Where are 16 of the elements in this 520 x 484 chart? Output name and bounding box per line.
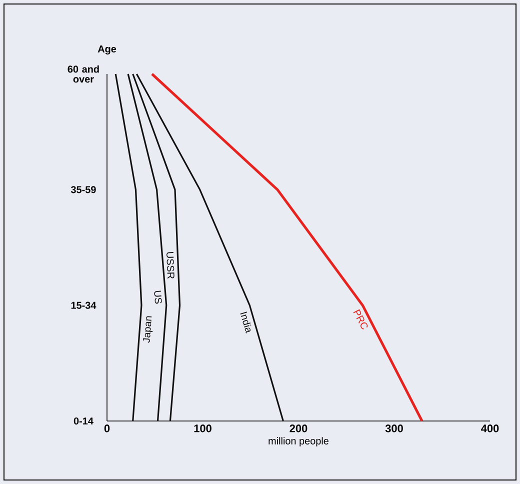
x-tick-label: 100 — [194, 424, 212, 432]
x-tick-label: 400 — [481, 424, 499, 432]
text: PRC — [353, 309, 368, 330]
y-tick-label: 60 and over — [68, 65, 99, 83]
y-tick-label: 35-59 — [70, 186, 96, 194]
x-axis-title: million people — [268, 437, 328, 446]
text: Japan — [142, 316, 153, 343]
y-axis-title: Age — [98, 46, 116, 54]
y-tick-label: 15-34 — [71, 302, 96, 309]
x-tick-label: 0 — [104, 424, 110, 432]
x-tick-label: 200 — [290, 424, 308, 432]
text: US — [154, 290, 162, 304]
text: India — [240, 312, 252, 334]
x-tick-label: 300 — [385, 424, 403, 432]
y-tick-label: 0-14 — [74, 417, 94, 425]
text: USSR — [166, 252, 174, 279]
